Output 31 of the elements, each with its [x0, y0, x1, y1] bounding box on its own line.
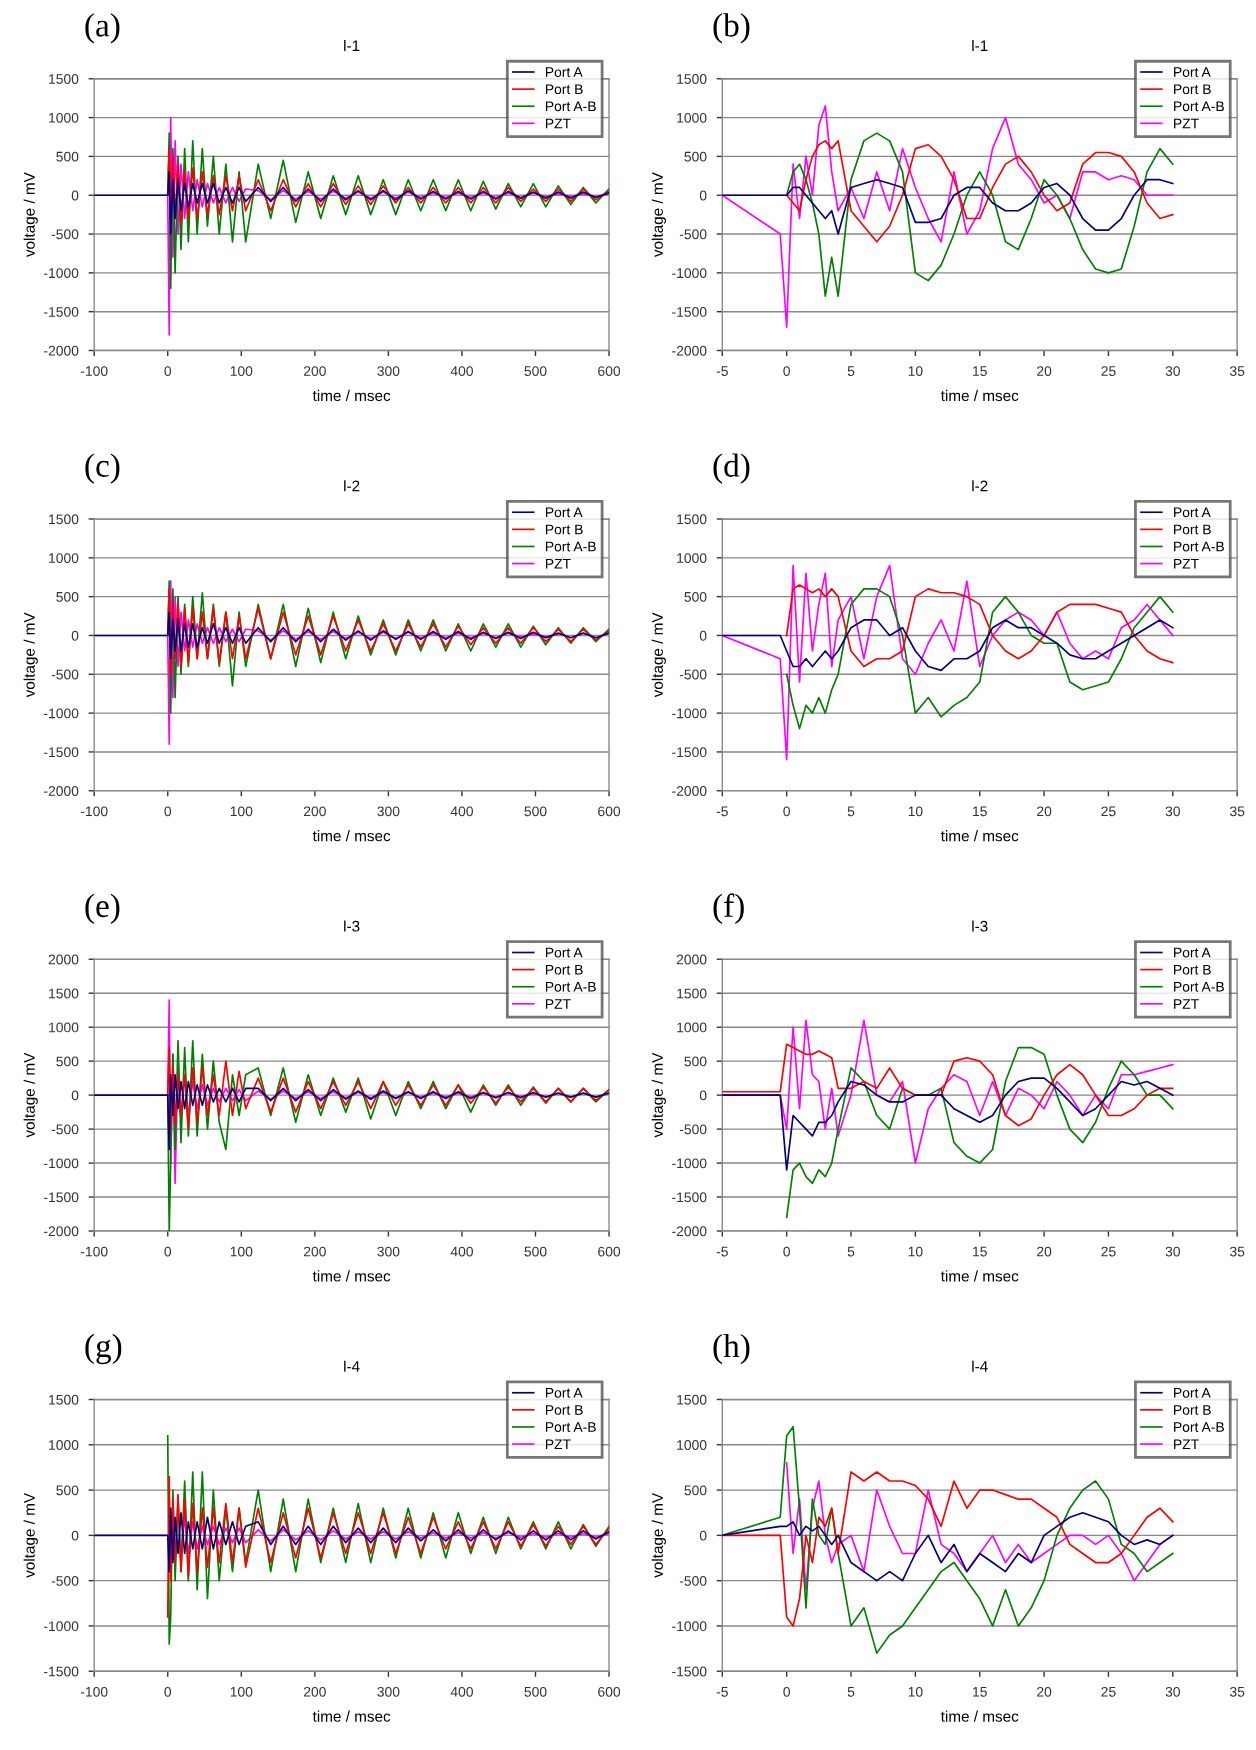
text: (h) — [713, 1333, 750, 1365]
line-series — [722, 105, 1174, 329]
line-series — [94, 1073, 610, 1151]
line-series — [785, 1046, 1174, 1219]
line-series — [785, 584, 1174, 668]
line-series — [722, 564, 1174, 761]
line-series — [166, 588, 610, 676]
line-series — [722, 1425, 1174, 1654]
line-series — [722, 619, 1174, 672]
line-series — [166, 1046, 610, 1130]
text: (c) — [85, 453, 120, 484]
line-series — [785, 588, 1174, 730]
line-series — [94, 611, 610, 660]
line-series — [785, 140, 1174, 243]
line-series — [722, 178, 1174, 235]
text: (b) — [713, 13, 750, 44]
line-series — [166, 147, 610, 228]
line-series — [722, 1511, 1174, 1582]
text: (a) — [85, 13, 120, 44]
text: (g) — [85, 1333, 122, 1365]
text: (d) — [713, 453, 750, 484]
line-series — [722, 1043, 1174, 1127]
line-series — [722, 1077, 1174, 1171]
line-series — [180, 1516, 610, 1555]
text: (f) — [713, 893, 744, 924]
line-series — [94, 1507, 610, 1573]
text: (e) — [85, 893, 120, 924]
line-series — [785, 132, 1174, 297]
line-series — [166, 1475, 610, 1618]
line-series — [722, 1471, 1174, 1627]
line-series — [94, 171, 610, 235]
